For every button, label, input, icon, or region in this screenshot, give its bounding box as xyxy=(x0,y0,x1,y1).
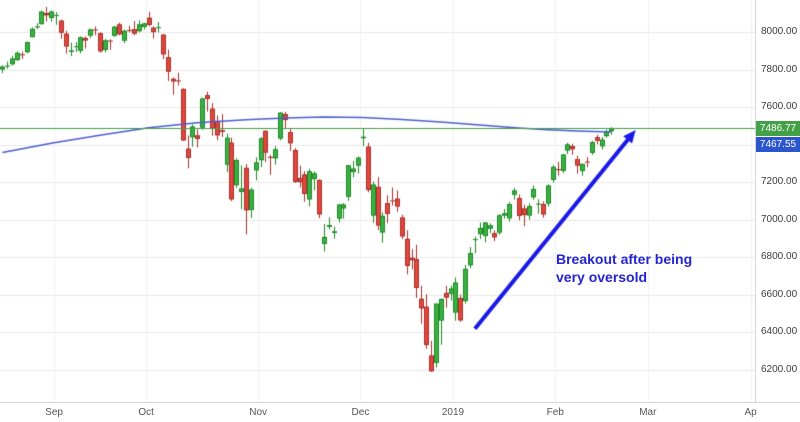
ma-value-badge: 7467.55 xyxy=(756,136,800,152)
time-tick-label: Nov xyxy=(249,407,268,418)
time-tick-label: Ap xyxy=(744,407,757,418)
last-price-value: 7486.77 xyxy=(759,122,797,134)
price-tick-label: 7000.00 xyxy=(761,213,798,225)
price-tick-label: 7200.00 xyxy=(761,176,798,188)
time-axis[interactable]: Sep Oct Nov Dec 2019 Feb Mar Ap xyxy=(0,402,800,422)
time-tick-label: Feb xyxy=(546,407,564,418)
price-tick-label: 7800.00 xyxy=(761,63,798,75)
time-tick-label: Oct xyxy=(138,407,154,418)
breakout-annotation[interactable]: Breakout after being very oversold xyxy=(556,250,692,286)
price-tick-label: 6600.00 xyxy=(761,288,798,300)
price-axis[interactable]: 8000.007800.007600.007400.007200.007000.… xyxy=(755,0,800,402)
time-tick-label: 2019 xyxy=(441,407,465,418)
ma-value: 7467.55 xyxy=(759,138,797,150)
time-tick-label: Sep xyxy=(45,407,63,418)
price-chart-canvas[interactable] xyxy=(0,0,755,402)
time-tick-label: Dec xyxy=(351,407,370,418)
annotation-line1: Breakout after being xyxy=(556,251,693,267)
price-tick-label: 7600.00 xyxy=(761,101,798,113)
price-tick-label: 8000.00 xyxy=(761,25,798,37)
annotation-line2: very oversold xyxy=(556,269,648,285)
time-tick-label: Mar xyxy=(639,407,657,418)
price-tick-label: 6800.00 xyxy=(761,251,798,263)
price-tick-label: 6200.00 xyxy=(761,364,798,376)
price-tick-label: 6400.00 xyxy=(761,326,798,338)
last-price-badge: 7486.77 xyxy=(756,120,800,136)
